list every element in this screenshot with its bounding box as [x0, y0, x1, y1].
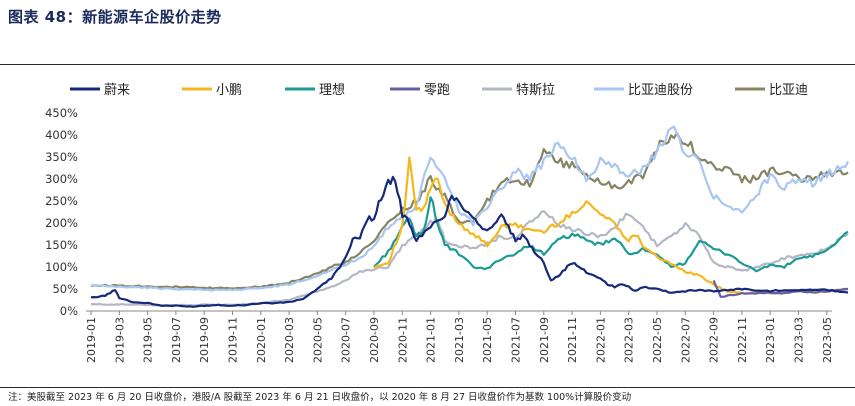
x-tick-label: 2023-03: [793, 317, 806, 363]
x-tick-label: 2023-01: [764, 317, 777, 363]
x-tick-label: 2021-09: [538, 317, 551, 363]
series-line: [373, 196, 849, 273]
x-tick-label: 2021-03: [453, 317, 466, 363]
x-tick-label: 2021-07: [510, 317, 523, 363]
y-tick-label: 300%: [45, 172, 78, 186]
x-tick-label: 2020-01: [255, 317, 268, 363]
series-line: [90, 132, 849, 290]
x-tick-label: 2022-01: [594, 317, 607, 363]
x-tick-label: 2020-05: [311, 317, 324, 363]
legend-label: 比亚迪: [769, 83, 808, 98]
x-tick-label: 2019-05: [142, 317, 155, 363]
x-axis: 2019-01 2019-03 2019-05 2019-07 2019-09 2019-…: [85, 310, 834, 363]
x-tick-label: 2019-03: [113, 317, 126, 363]
series-line: [90, 125, 849, 292]
x-tick-label: 2020-11: [396, 317, 409, 363]
y-tick-label: 200%: [45, 216, 78, 230]
y-tick-label: 100%: [45, 260, 78, 274]
x-tick-label: 2021-01: [425, 317, 438, 363]
y-tick-label: 250%: [45, 194, 78, 208]
legend-label: 蔚来: [104, 83, 130, 98]
legend-label: 零跑: [424, 83, 450, 98]
line-chart: 蔚来 小鹏 理想 零跑 特斯拉 比亚迪股份 比亚迪 0% 50% 100% 150% 200% 250…: [45, 82, 849, 363]
x-tick-label: 2021-11: [566, 317, 579, 363]
x-tick-label: 2022-03: [623, 317, 636, 363]
legend-label: 特斯拉: [516, 83, 555, 98]
y-tick-label: 400%: [45, 128, 78, 142]
footnote: 注：美股截至 2023 年 6 月 20 日收盘价，港股/A 股截至 2023 …: [8, 392, 632, 403]
chart-legend: 蔚来 小鹏 理想 零跑 特斯拉 比亚迪股份 比亚迪: [70, 82, 808, 98]
y-tick-label: 0%: [60, 304, 78, 318]
y-tick-label: 450%: [45, 106, 78, 120]
legend-label: 理想: [319, 82, 345, 98]
y-axis: 0% 50% 100% 150% 200% 250% 300% 350% 400% 450%: [45, 106, 78, 318]
y-tick-label: 50%: [52, 282, 78, 296]
x-tick-label: 2019-07: [170, 317, 183, 363]
legend-label: 比亚迪股份: [628, 83, 693, 98]
y-tick-label: 150%: [45, 238, 78, 252]
x-tick-label: 2022-05: [651, 317, 664, 363]
x-tick-label: 2022-09: [708, 317, 721, 363]
series-line: [712, 279, 848, 298]
y-tick-label: 350%: [45, 150, 78, 164]
series-line: [90, 175, 849, 308]
top-rule: [0, 64, 855, 65]
x-tick-label: 2020-03: [283, 317, 296, 363]
x-tick-label: 2019-11: [227, 317, 240, 363]
plot-area: [90, 125, 849, 308]
figure-title: 图表 48：新能源车企股价走势: [8, 8, 222, 26]
x-tick-label: 2023-05: [821, 317, 834, 363]
x-tick-label: 2019-01: [85, 317, 98, 363]
x-tick-label: 2020-07: [340, 317, 353, 363]
x-tick-label: 2021-05: [481, 317, 494, 363]
x-tick-label: 2022-07: [679, 317, 692, 363]
legend-label: 小鹏: [216, 83, 242, 98]
x-tick-label: 2020-09: [368, 317, 381, 363]
x-tick-label: 2022-11: [736, 317, 749, 363]
bottom-rule: [0, 387, 855, 388]
x-tick-label: 2019-09: [198, 317, 211, 363]
